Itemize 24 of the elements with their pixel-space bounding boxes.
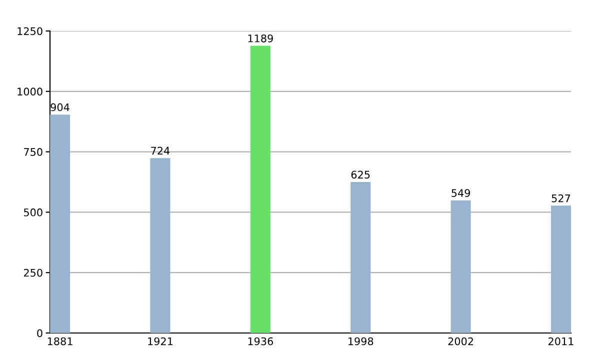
- x-tick-label: 1881: [48, 337, 72, 346]
- data-label: 1189: [248, 34, 273, 42]
- data-label: 724: [151, 146, 170, 155]
- data-label: 904: [50, 103, 70, 112]
- y-tick-label: 500: [24, 208, 42, 216]
- x-tick-label: 2011: [548, 337, 574, 346]
- bar: [550, 206, 571, 333]
- y-tick-label: 750: [24, 148, 42, 156]
- data-label: 549: [452, 189, 470, 197]
- x-tick-label: 1921: [148, 337, 173, 346]
- y-tick-label: 1250: [18, 27, 42, 36]
- x-tick-label: 1998: [348, 337, 374, 346]
- bar: [350, 182, 371, 333]
- bar: [150, 158, 170, 333]
- y-tick-label: 250: [24, 268, 42, 277]
- data-label: 527: [552, 194, 570, 202]
- data-label: 625: [351, 170, 370, 179]
- bar: [450, 200, 471, 333]
- x-tick-label: 2002: [448, 337, 473, 346]
- bar: [50, 114, 70, 333]
- bar: [250, 46, 270, 333]
- y-tick-label: 0: [37, 329, 42, 338]
- x-tick-label: 1936: [248, 337, 274, 346]
- y-tick-label: 1000: [18, 88, 42, 96]
